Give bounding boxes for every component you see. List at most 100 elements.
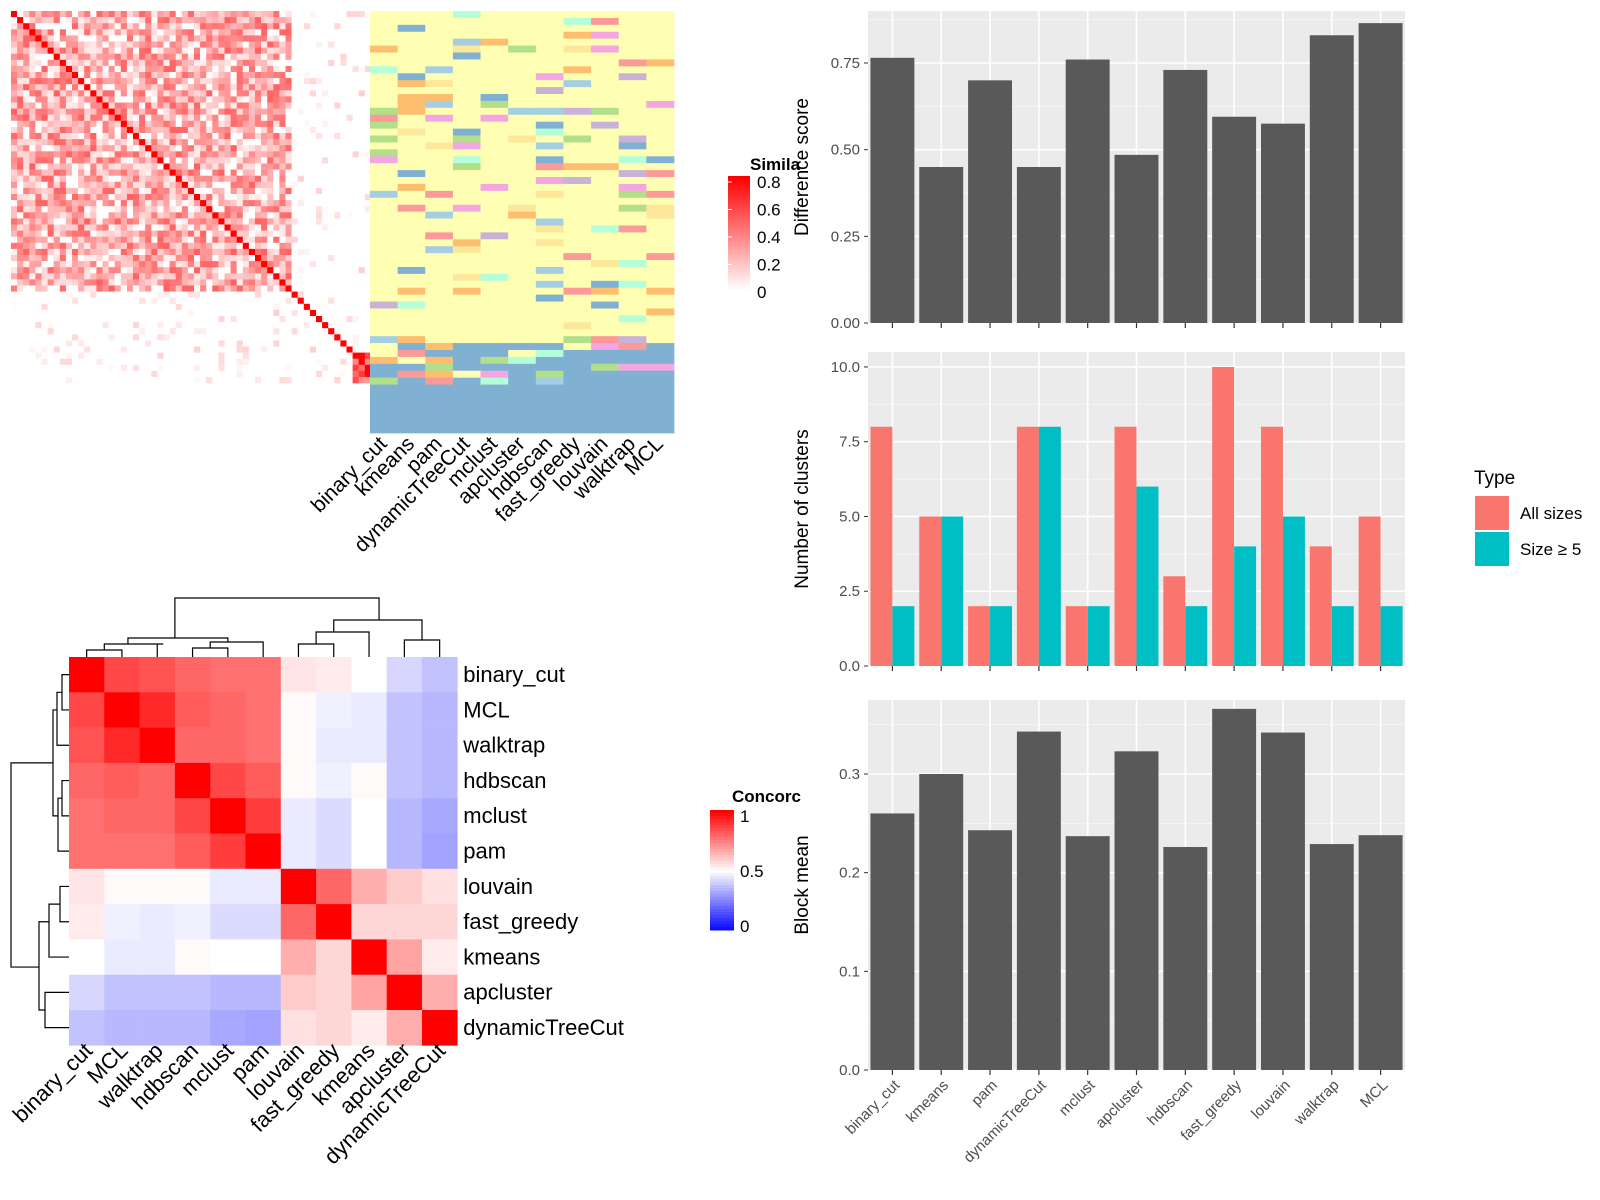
similarity-cell <box>169 133 176 140</box>
similarity-cell <box>163 297 170 305</box>
assignment-cell <box>452 156 481 164</box>
similarity-cell <box>139 212 146 219</box>
similarity-cell <box>212 108 219 115</box>
similarity-cell <box>218 175 225 183</box>
similarity-cell <box>224 96 231 103</box>
similarity-cell <box>139 322 146 329</box>
similarity-cell <box>206 261 213 268</box>
assignment-cell <box>646 107 675 116</box>
similarity-cell <box>248 133 256 140</box>
bar-size-5 <box>1282 516 1305 666</box>
similarity-cell <box>194 120 201 128</box>
similarity-cell <box>273 255 280 262</box>
similarity-cell <box>47 316 54 323</box>
assignment-cell <box>425 398 454 406</box>
assignment-cell <box>508 38 537 46</box>
similarity-cell <box>181 255 189 262</box>
similarity-cell <box>291 29 298 36</box>
concordance-cell <box>104 692 140 728</box>
similarity-cell <box>297 84 305 91</box>
assignment-cell <box>452 377 481 385</box>
similarity-cell <box>187 230 195 237</box>
assignment-cell <box>508 329 537 337</box>
similarity-cell <box>206 169 213 176</box>
assignment-cell <box>646 114 675 123</box>
similarity-cell <box>23 224 30 231</box>
similarity-cell <box>65 17 73 24</box>
similarity-cell <box>291 78 298 85</box>
similarity-cell <box>279 72 286 79</box>
similarity-cell <box>230 370 237 378</box>
similarity-cell <box>261 11 268 18</box>
similarity-cell <box>230 114 237 122</box>
similarity-cell <box>303 328 311 335</box>
similarity-cell <box>102 90 109 97</box>
similarity-cell <box>352 261 359 268</box>
similarity-cell <box>133 352 140 359</box>
similarity-cell <box>322 181 329 189</box>
assignment-cell <box>452 225 481 233</box>
similarity-cell <box>151 224 158 231</box>
similarity-cell <box>200 145 207 152</box>
assignment-cell <box>370 31 399 40</box>
similarity-cell <box>267 248 274 256</box>
assignment-cell <box>591 329 620 337</box>
similarity-cell <box>90 248 97 256</box>
similarity-cell <box>133 181 140 189</box>
similarity-cell <box>340 181 347 189</box>
bar-size-5 <box>1234 546 1257 666</box>
similarity-cell <box>230 53 237 61</box>
assignment-cell <box>646 177 675 185</box>
similarity-cell <box>139 11 146 18</box>
similarity-cell <box>175 65 183 73</box>
similarity-cell <box>291 72 298 79</box>
similarity-cell <box>78 11 85 18</box>
assignment-cell <box>591 66 620 74</box>
similarity-cell <box>47 267 54 274</box>
similarity-cell <box>224 41 231 48</box>
assignment-cell <box>452 336 481 344</box>
similarity-cell <box>334 59 341 67</box>
similarity-cell <box>340 169 347 176</box>
similarity-cell <box>29 377 36 384</box>
similarity-cell <box>291 346 298 353</box>
assignment-cell <box>508 253 537 261</box>
similarity-cell <box>120 126 128 134</box>
similarity-cell <box>322 29 329 36</box>
similarity-cell <box>316 108 323 115</box>
similarity-cell <box>163 291 170 298</box>
similarity-cell <box>17 145 24 152</box>
similarity-cell <box>358 23 366 30</box>
similarity-cell <box>169 53 176 61</box>
similarity-cell <box>291 370 298 378</box>
similarity-cell <box>47 114 54 122</box>
similarity-cell <box>169 346 176 353</box>
assignment-cell <box>535 80 564 88</box>
similarity-cell <box>303 157 311 164</box>
similarity-cell <box>346 139 353 146</box>
assignment-cell <box>591 294 620 302</box>
similarity-cell <box>151 352 158 359</box>
similarity-cell <box>163 29 170 36</box>
similarity-cell <box>322 126 329 134</box>
similarity-cell <box>59 291 67 298</box>
similarity-cell <box>151 303 158 311</box>
similarity-cell <box>291 316 298 323</box>
y-tick-label: 0.00 <box>831 315 860 332</box>
assignment-cell <box>397 114 426 123</box>
similarity-cell <box>346 346 353 353</box>
similarity-cell <box>53 224 61 231</box>
similarity-cell <box>212 255 219 262</box>
assignment-cell <box>452 315 481 323</box>
similarity-cell <box>273 316 280 323</box>
similarity-cell <box>297 248 305 256</box>
assignment-cell <box>618 384 647 392</box>
similarity-cell <box>255 47 262 54</box>
similarity-cell <box>90 267 97 274</box>
similarity-cell <box>65 261 73 268</box>
similarity-cell <box>297 267 305 274</box>
similarity-cell <box>29 334 36 341</box>
similarity-cell <box>84 157 91 164</box>
similarity-cell <box>133 53 140 61</box>
similarity-cell <box>84 84 91 91</box>
